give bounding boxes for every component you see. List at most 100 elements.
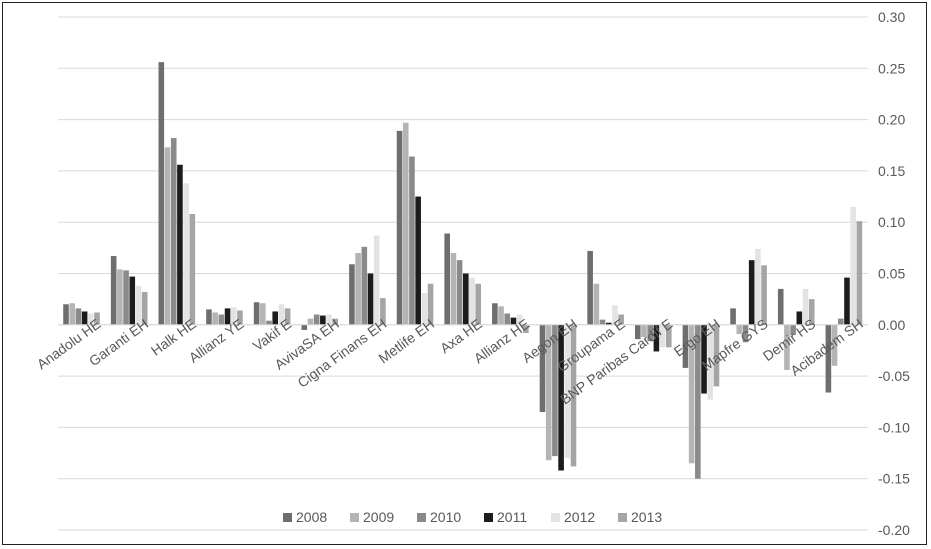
bar-2009 [688,324,695,464]
bar-2008 [634,324,641,340]
bar-2008 [206,309,212,325]
bar-2011 [367,273,374,325]
bar-2010 [123,270,129,325]
y-tick-label: -0.20 [878,522,910,538]
bar-2012 [88,313,94,325]
bar-2012 [278,304,285,325]
bar-2008 [682,324,689,368]
bar-2009 [831,324,838,366]
bar-2009 [69,303,76,325]
bar-2010 [599,319,606,325]
bar-2012 [135,285,142,325]
bar-2008 [110,256,117,325]
bar-2011 [558,324,564,471]
y-tick-label: 0.15 [878,163,905,179]
bar-2012 [802,288,809,325]
bar-2010 [313,314,320,325]
bar-2010 [170,138,177,325]
legend-label: 2010 [430,509,461,525]
bar-2009 [641,324,647,338]
bar-2013 [475,283,481,325]
bars [63,62,863,479]
y-tick-label: 0.25 [878,60,905,76]
bar-2012 [421,292,428,325]
y-tick-label: 0.30 [878,9,905,25]
bar-2012 [469,277,475,325]
bar-2011 [272,311,279,325]
bar-2010 [742,324,749,343]
bar-2008 [158,62,165,325]
bar-2010 [837,318,844,325]
bar-2013 [141,291,148,325]
bar-2012 [564,324,571,459]
legend-swatch [350,513,359,522]
bar-2008 [492,303,498,325]
bar-2013 [856,221,863,325]
bar-2008 [63,304,69,325]
bar-2008 [730,308,736,325]
bar-2009 [355,252,361,325]
legend-label: 2009 [363,509,394,525]
bar-2012 [373,235,380,325]
bar-2009 [260,303,266,325]
bar-2012 [516,314,523,325]
bar-2011 [605,322,612,325]
bar-2012 [659,324,666,348]
bar-2013 [380,298,386,325]
bar-2012 [707,324,714,400]
bar-2012 [850,206,856,325]
bar-2008 [396,130,403,325]
bar-2013 [284,308,291,325]
legend-swatch [484,513,493,522]
bar-2011 [796,311,803,325]
bar-2010 [552,324,558,457]
bar-2012 [755,248,761,325]
legend-label: 2011 [497,509,527,525]
y-tick-label: 0.10 [878,214,905,230]
bar-2008 [825,324,832,393]
y-tick-label: -0.10 [878,419,910,435]
bar-2010 [695,324,701,479]
bar-2010 [75,308,82,325]
legend-swatch [417,513,426,522]
bar-2013 [523,324,529,334]
bar-2012 [183,183,189,325]
legend-label: 2013 [631,509,662,525]
bar-2013 [332,318,339,325]
y-tick-label: -0.15 [878,471,910,487]
bar-2010 [361,246,368,325]
legend-label: 2012 [564,509,595,525]
bar-2011 [701,324,707,394]
bar-2011 [415,196,421,325]
bar-2009 [450,252,457,325]
bar-2010 [218,314,225,325]
bar-2008 [444,233,450,325]
bar-2011 [177,164,183,325]
bar-2010 [456,260,463,325]
bar-2011 [844,277,850,325]
bar-2010 [504,313,511,325]
bar-2010 [647,324,653,342]
bar-2011 [224,308,231,325]
y-tick-label: 0.20 [878,112,905,128]
legend-label: 2008 [296,509,327,525]
legend-swatch [551,513,560,522]
bar-2013 [570,324,577,467]
bar-2011 [81,311,88,325]
legend-swatch [618,513,627,522]
bar-2009 [117,269,123,325]
bar-2011 [463,273,469,325]
bar-2013 [618,314,624,325]
bar-2009 [593,283,600,325]
bar-2012 [230,307,237,325]
bar-2013 [94,312,100,325]
bar-2013 [665,324,672,348]
bar-2013 [713,324,720,387]
bar-2013 [808,299,815,325]
bar-2009 [545,324,552,461]
bar-2013 [761,265,767,325]
bar-2008 [587,250,593,325]
bar-2009 [307,318,314,325]
